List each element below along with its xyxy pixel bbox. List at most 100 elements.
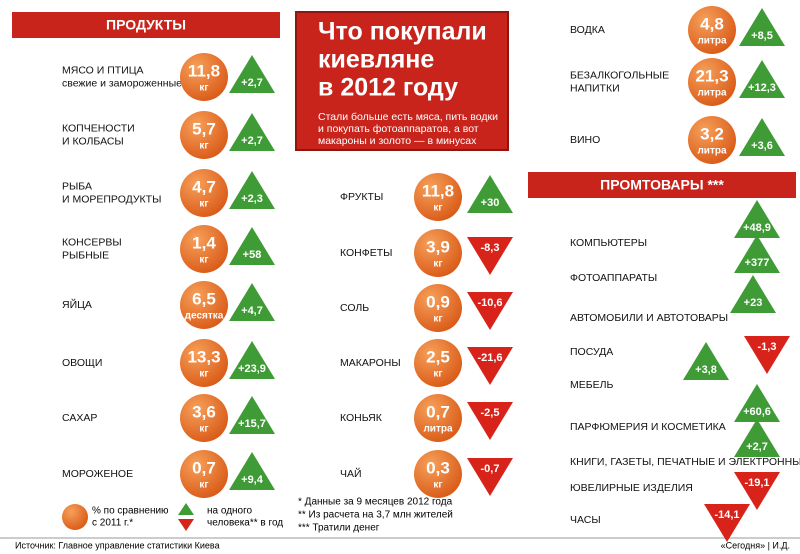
amount: 3,2 [700,124,724,143]
increase-triangle [734,384,780,422]
item-name: МАКАРОНЫ [340,357,401,369]
item-name: ЮВЕЛИРНЫЕ ИЗДЕЛИЯ [570,482,693,494]
item-name: ОВОЩИ [62,357,102,369]
increase-triangle [229,113,275,151]
amount-circle [180,169,228,217]
amount: 5,7 [192,119,216,138]
unit: кг [199,83,208,94]
change-label: +30 [481,197,500,209]
unit: кг [433,203,442,214]
change-label: -1,3 [758,341,777,353]
change-label: +3,6 [751,140,773,152]
decrease-triangle [744,336,790,374]
credit: «Сегодня» | И.Д. [721,540,790,550]
increase-triangle [229,227,275,265]
amount-circle [180,53,228,101]
item-name: НАПИТКИ [570,82,620,94]
change-label: +4,7 [241,305,263,317]
amount: 0,7 [426,402,450,421]
amount: 2,5 [426,347,450,366]
amount: 11,8 [188,61,220,80]
header-box [295,11,509,151]
change-label: +23 [744,297,763,309]
change-label: -8,3 [481,242,500,254]
decrease-triangle [704,504,750,542]
amount: 11,8 [422,181,454,200]
change-label: +15,7 [238,418,266,430]
amount-circle [688,58,736,106]
item-name: И КОЛБАСЫ [62,135,124,147]
legend-decrease [178,519,194,531]
amount-circle [180,450,228,498]
amount-circle [414,284,462,332]
change-label: -19,1 [744,477,769,489]
legend-circle [62,504,88,530]
source: Источник: Главное управление статистики … [15,540,220,550]
increase-triangle [229,341,275,379]
unit: десятка [185,311,224,322]
item-name: ЧАСЫ [570,514,601,526]
amount: 0,9 [426,292,450,311]
subtitle: Стали больше есть мяса, пить водки [318,111,498,123]
section-bar [528,172,796,198]
change-label: +23,9 [238,363,266,375]
amount-circle [688,116,736,164]
change-label: -14,1 [714,509,739,521]
decrease-triangle [734,472,780,510]
unit: литра [697,36,727,47]
decrease-triangle [467,237,513,275]
change-label: +58 [243,249,262,261]
change-label: +48,9 [743,222,771,234]
title: в 2012 году [318,74,458,102]
increase-triangle [229,171,275,209]
item-name: МОРОЖЕНОЕ [62,468,133,480]
amount-circle [414,173,462,221]
item-name: МЕБЕЛЬ [570,379,614,391]
increase-triangle [229,55,275,93]
subtitle: и покупать фотоаппаратов, а вот [318,123,479,135]
item-name: КНИГИ, ГАЗЕТЫ, ПЕЧАТНЫЕ И ЭЛЕКТРОННЫЕ [570,456,800,468]
change-label: +3,8 [695,364,717,376]
item-name: ФОТОАППАРАТЫ [570,272,657,284]
unit: кг [433,369,442,380]
amount-circle [414,450,462,498]
amount: 3,9 [426,237,450,256]
item-name: СОЛЬ [340,302,369,314]
legend-text: с 2011 г.* [92,518,133,529]
change-label: +2,3 [241,193,263,205]
increase-triangle [229,452,275,490]
amount-circle [180,394,228,442]
amount: 21,3 [695,66,728,85]
unit: кг [199,369,208,380]
change-label: +8,5 [751,30,773,42]
amount: 4,7 [192,177,216,196]
amount-circle [688,6,736,54]
unit: кг [199,424,208,435]
legend-text: на одного [207,506,253,517]
increase-triangle [683,342,729,380]
item-name: ПОСУДА [570,346,613,358]
item-name: ФРУКТЫ [340,191,383,203]
change-label: +2,7 [746,441,768,453]
increase-triangle [467,175,513,213]
increase-triangle [739,60,785,98]
amount: 6,5 [192,289,216,308]
unit: кг [199,199,208,210]
amount: 1,4 [192,233,216,252]
unit: кг [433,314,442,325]
amount-circle [180,225,228,273]
item-name: ВИНО [570,134,600,146]
change-label: -21,6 [477,352,502,364]
item-name: САХАР [62,412,97,424]
item-name: КОНФЕТЫ [340,247,392,259]
increase-triangle [730,275,776,313]
amount: 13,3 [187,347,220,366]
change-label: -2,5 [481,407,500,419]
unit: кг [433,480,442,491]
increase-triangle [739,118,785,156]
item-name: РЫБА [62,180,92,192]
amount: 3,6 [192,402,216,421]
unit: кг [199,141,208,152]
section-title: ПРОМТОВАРЫ *** [600,177,724,193]
